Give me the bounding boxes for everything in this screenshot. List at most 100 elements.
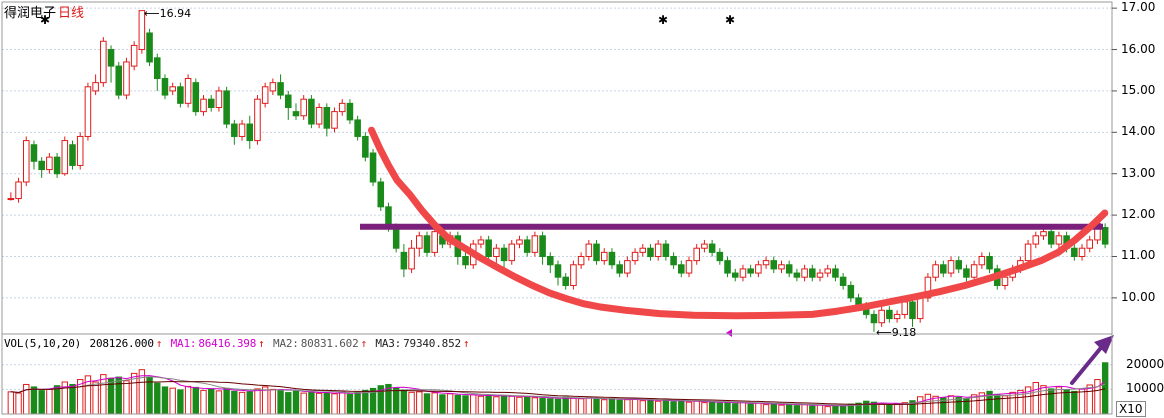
candle-body [161,78,169,96]
high-label: 16.94 [159,6,192,20]
candle-down [292,103,300,120]
volume-bar-up [685,401,693,415]
candle-up [76,132,84,170]
volume-bar-down [1101,362,1109,415]
candle-body [477,239,485,245]
candle-down [716,248,724,265]
candle-body [593,243,600,262]
volume-bar-down [1071,390,1078,415]
candle-body [531,235,539,253]
candle-body [338,102,346,113]
candle-body [53,156,61,175]
candle-body [963,268,970,278]
candle-down [177,82,184,108]
candle-body [177,86,184,104]
candle-body [654,243,662,257]
volume-bar-up [238,391,246,415]
candle-body [901,301,909,315]
candle-down [38,157,45,178]
volume-bar-up [169,387,176,415]
price-tick-label: 15.00 [1121,82,1156,97]
volume-bar-down [154,382,161,415]
candle-body [1071,247,1078,257]
candle-up [947,256,955,278]
candle-body [600,251,608,262]
volume-bar-up [924,393,932,415]
volume-bar-down [30,386,38,415]
candle-down [554,260,562,286]
candle-body [924,276,932,299]
candle-body [832,268,839,278]
volume-tick-label: 10000 [1126,381,1164,396]
candle-up [254,95,261,145]
candle-up [585,239,593,261]
candle-body [739,268,747,278]
candle-body [146,32,153,63]
trend-curve [368,126,1109,320]
candle-body [69,144,76,166]
candle-body [785,264,793,274]
candle-body [107,49,115,67]
volume-bar-up [470,394,477,415]
volume-bar-up [624,399,631,415]
volume-header: VOL(5,10,20) 208126.000 ↑ MA1: 86416.398 ↑ … [4,337,471,350]
candle-down [285,90,292,120]
volume-bar-up [916,396,924,415]
volume-bar-down [462,395,469,415]
candle-body [947,260,955,274]
candle-down [30,140,38,170]
candle-body [693,247,700,262]
low-arrow-icon: ⟵ [875,325,892,339]
candle-body [631,251,639,262]
candle-series [7,10,1109,332]
scale-factor-button[interactable]: X10 [1116,401,1146,417]
candle-down [377,177,385,211]
volume-bar-down [208,388,215,415]
candle-down [115,61,123,100]
candle-up [824,264,831,278]
candle-down [308,95,315,129]
candle-body [84,86,92,137]
volume-gridlines [2,364,1112,390]
candle-down [747,264,754,278]
volume-bar-up [339,391,346,415]
candle-body [285,94,292,108]
volume-bar-up [300,392,307,415]
volume-bar-down [192,386,200,415]
candle-up [138,10,146,54]
candle-body [500,247,508,262]
volume-bar-up [631,398,639,415]
volume-bar-up [269,388,277,415]
candle-up [577,252,585,269]
price-tick-label: 14.00 [1121,124,1156,139]
candle-down [523,235,531,257]
volume-bar-down [323,392,331,415]
candle-body [231,123,238,137]
candle-body [793,272,801,278]
volume-bar-down [223,387,230,415]
candle-body [416,235,423,249]
ma2-label: MA2: [273,337,299,350]
candle-body [701,243,708,249]
candle-body [547,255,554,266]
candle-body [7,198,15,201]
volume-bar-down [994,393,1001,415]
candle-up [200,95,207,116]
candle-up [932,260,939,282]
candle-down [793,268,801,282]
high-annotation: ⟵16.94 [144,7,191,20]
volume-bar-up [947,395,955,415]
volume-bar-down [53,385,61,415]
ma3-arrow: ↑ [462,337,470,350]
candle-up [15,177,22,203]
candle-down [231,119,238,145]
candle-body [932,264,939,278]
candle-down [1101,223,1109,249]
candle-up [238,119,246,141]
volume-bar-down [400,389,408,415]
ma3-value: 79340.852 [403,337,461,350]
candle-body [392,227,400,249]
candle-body [377,181,385,208]
volume-bar-down [608,398,616,415]
candle-body [747,268,754,274]
